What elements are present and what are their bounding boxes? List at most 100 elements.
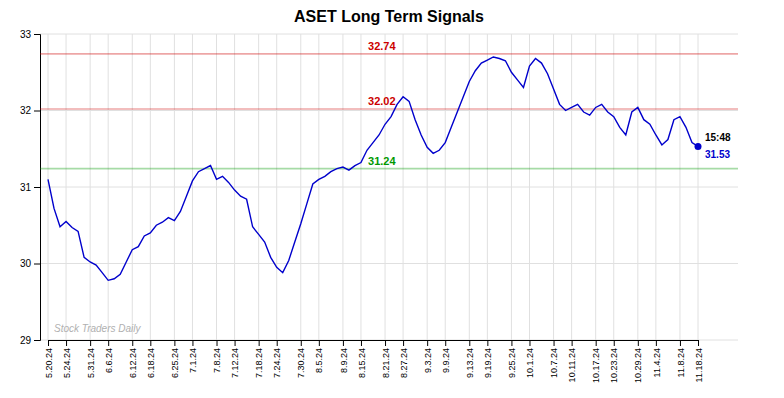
x-tick: 9.9.24 (441, 340, 451, 373)
x-tick-label: 8.15.24 (357, 348, 367, 378)
x-tick-label: 7.24.24 (272, 348, 282, 378)
grid-line (258, 34, 259, 340)
grid-line (90, 34, 91, 340)
chart: 5.20.24 5.24.24 5.31.24 6.6.24 6.12.24 6.18.2… (0, 0, 784, 398)
grid-line (529, 34, 530, 340)
y-tick: 33 (20, 29, 40, 40)
x-tick: 8.21.24 (381, 340, 391, 378)
grid-line (276, 34, 277, 340)
tick-mark (174, 340, 175, 346)
tick-mark (596, 340, 597, 346)
x-tick: 9.19.24 (483, 340, 493, 378)
x-tick: 8.5.24 (314, 340, 324, 373)
x-tick-label: 10.29.24 (633, 348, 643, 383)
x-tick-label: 8.9.24 (339, 348, 349, 373)
x-tick-label: 11.18.24 (694, 348, 704, 382)
x-tick-label: 5.20.24 (44, 348, 54, 378)
tick-mark (217, 340, 218, 346)
x-tick-label: 5.31.24 (86, 348, 96, 378)
x-tick-label: 9.3.24 (423, 348, 433, 373)
tick-mark (487, 340, 488, 346)
x-tick-label: 7.12.24 (230, 348, 240, 378)
x-tick: 7.18.24 (254, 340, 264, 378)
grid-line (403, 34, 404, 340)
y-tick-label: 31 (20, 182, 32, 193)
y-tick: 30 (20, 258, 40, 269)
grid-line (385, 34, 386, 340)
x-tick: 10.23.24 (609, 340, 619, 383)
x-tick-label: 7.8.24 (212, 348, 222, 373)
last-time: 15:48 (705, 132, 731, 143)
plot: 5.20.24 5.24.24 5.31.24 6.6.24 6.12.24 6.18.2… (20, 29, 738, 383)
x-tick-label: 10.17.24 (591, 348, 601, 383)
grid-line (234, 34, 235, 340)
x-tick-label: 6.18.24 (146, 348, 156, 378)
y-tick: 32 (20, 105, 40, 116)
x-tick-label: 10.11.24 (567, 348, 577, 382)
tick-mark (235, 340, 236, 346)
x-tick-label: 11.4.24 (652, 348, 662, 377)
x-tick: 11.4.24 (652, 340, 662, 377)
x-tick-label: 8.27.24 (399, 348, 409, 378)
grid-line (40, 263, 738, 264)
x-tick-label: 8.5.24 (314, 348, 324, 373)
tick-mark (301, 340, 302, 346)
axis-line (49, 340, 699, 341)
tick-mark (572, 340, 573, 346)
y-tick: 31 (20, 182, 40, 193)
grid-line (318, 34, 319, 340)
tick-mark (259, 340, 260, 346)
grid-line (637, 34, 638, 340)
grid-line (40, 340, 738, 341)
x-tick: 7.1.24 (188, 340, 198, 373)
grid-line (342, 34, 343, 340)
x-tick: 6.6.24 (104, 340, 114, 373)
tick-mark (34, 34, 40, 35)
x-tick: 5.20.24 (44, 340, 54, 378)
tick-mark (361, 340, 362, 346)
x-tick-label: 6.25.24 (170, 348, 180, 378)
tick-mark (680, 340, 681, 346)
tick-mark (554, 340, 555, 346)
grid-line (192, 34, 193, 340)
price-line (48, 57, 698, 280)
tick-mark (469, 340, 470, 346)
y-axis: 29 30 31 32 33 (20, 29, 41, 346)
x-tick-label: 7.1.24 (188, 348, 198, 373)
x-tick-label: 6.12.24 (128, 348, 138, 378)
x-tick-label: 9.19.24 (483, 348, 493, 378)
y-tick-label: 29 (20, 335, 32, 346)
x-tick: 6.25.24 (170, 340, 180, 378)
tick-mark (66, 340, 67, 346)
x-tick-label: 6.6.24 (104, 348, 114, 373)
x-tick: 8.9.24 (339, 340, 349, 373)
grid-line (150, 34, 151, 340)
x-tick: 10.7.24 (549, 340, 559, 378)
x-tick: 5.31.24 (86, 340, 96, 378)
x-tick: 8.27.24 (399, 340, 409, 378)
last-price: 31.53 (705, 149, 730, 160)
tick-mark (445, 340, 446, 346)
tick-mark (34, 340, 40, 341)
reference-line (40, 53, 738, 55)
y-tick-label: 30 (20, 258, 32, 269)
tick-mark (529, 340, 530, 346)
grid-line (487, 34, 488, 340)
x-tick-label: 5.24.24 (62, 348, 72, 378)
grid-line (174, 34, 175, 340)
x-tick: 10.17.24 (591, 340, 601, 383)
last-point (695, 143, 702, 150)
grid-line (571, 34, 572, 340)
grid-line (40, 187, 738, 188)
reference-line (40, 108, 738, 110)
x-tick-label: 10.23.24 (609, 348, 619, 383)
reference-label: 31.24 (368, 155, 396, 167)
x-tick: 11.8.24 (676, 340, 686, 377)
tick-mark (90, 340, 91, 346)
x-tick: 9.3.24 (423, 340, 433, 373)
grid-line (427, 34, 428, 340)
y-tick-label: 32 (20, 105, 32, 116)
x-tick: 10.11.24 (567, 340, 577, 382)
tick-mark (511, 340, 512, 346)
tick-mark (614, 340, 615, 346)
